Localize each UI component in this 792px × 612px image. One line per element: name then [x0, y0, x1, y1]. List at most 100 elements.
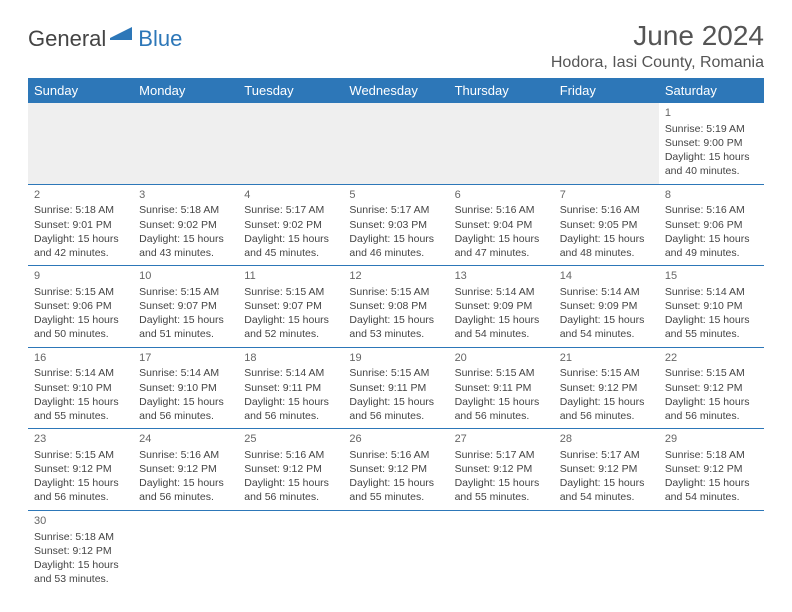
calendar-cell — [343, 510, 448, 591]
month-title: June 2024 — [551, 20, 764, 52]
sunset-text: Sunset: 9:12 PM — [139, 462, 232, 476]
calendar-cell: 14Sunrise: 5:14 AMSunset: 9:09 PMDayligh… — [554, 266, 659, 348]
calendar-cell: 5Sunrise: 5:17 AMSunset: 9:03 PMDaylight… — [343, 184, 448, 266]
calendar-cell: 29Sunrise: 5:18 AMSunset: 9:12 PMDayligh… — [659, 429, 764, 511]
calendar-cell — [238, 510, 343, 591]
sunset-text: Sunset: 9:06 PM — [34, 299, 127, 313]
calendar-body: 1Sunrise: 5:19 AMSunset: 9:00 PMDaylight… — [28, 103, 764, 591]
calendar-cell — [343, 103, 448, 184]
logo: General Blue — [28, 26, 182, 52]
daylight-text: Daylight: 15 hours and 56 minutes. — [34, 476, 127, 504]
daylight-text: Daylight: 15 hours and 45 minutes. — [244, 232, 337, 260]
sunrise-text: Sunrise: 5:15 AM — [665, 366, 758, 380]
sunset-text: Sunset: 9:11 PM — [455, 381, 548, 395]
day-number: 28 — [560, 432, 653, 447]
day-number: 29 — [665, 432, 758, 447]
sunrise-text: Sunrise: 5:15 AM — [455, 366, 548, 380]
daylight-text: Daylight: 15 hours and 42 minutes. — [34, 232, 127, 260]
sunrise-text: Sunrise: 5:18 AM — [665, 448, 758, 462]
daylight-text: Daylight: 15 hours and 51 minutes. — [139, 313, 232, 341]
sunset-text: Sunset: 9:01 PM — [34, 218, 127, 232]
calendar-row: 9Sunrise: 5:15 AMSunset: 9:06 PMDaylight… — [28, 266, 764, 348]
calendar-cell: 8Sunrise: 5:16 AMSunset: 9:06 PMDaylight… — [659, 184, 764, 266]
sunset-text: Sunset: 9:06 PM — [665, 218, 758, 232]
calendar-cell — [133, 103, 238, 184]
sunrise-text: Sunrise: 5:14 AM — [244, 366, 337, 380]
sunset-text: Sunset: 9:09 PM — [455, 299, 548, 313]
daylight-text: Daylight: 15 hours and 54 minutes. — [455, 313, 548, 341]
logo-text-general: General — [28, 26, 106, 52]
daylight-text: Daylight: 15 hours and 56 minutes. — [244, 476, 337, 504]
calendar-cell — [554, 103, 659, 184]
day-number: 4 — [244, 188, 337, 203]
calendar-cell: 1Sunrise: 5:19 AMSunset: 9:00 PMDaylight… — [659, 103, 764, 184]
sunset-text: Sunset: 9:12 PM — [665, 381, 758, 395]
day-number: 19 — [349, 351, 442, 366]
sunset-text: Sunset: 9:08 PM — [349, 299, 442, 313]
daylight-text: Daylight: 15 hours and 50 minutes. — [34, 313, 127, 341]
sunset-text: Sunset: 9:02 PM — [244, 218, 337, 232]
location: Hodora, Iasi County, Romania — [551, 54, 764, 72]
daylight-text: Daylight: 15 hours and 54 minutes. — [560, 476, 653, 504]
sunrise-text: Sunrise: 5:17 AM — [560, 448, 653, 462]
sunset-text: Sunset: 9:09 PM — [560, 299, 653, 313]
sunrise-text: Sunrise: 5:15 AM — [349, 366, 442, 380]
day-header: Sunday — [28, 78, 133, 103]
sunset-text: Sunset: 9:12 PM — [244, 462, 337, 476]
calendar-cell: 30Sunrise: 5:18 AMSunset: 9:12 PMDayligh… — [28, 510, 133, 591]
sunrise-text: Sunrise: 5:15 AM — [349, 285, 442, 299]
sunrise-text: Sunrise: 5:17 AM — [455, 448, 548, 462]
day-header: Thursday — [449, 78, 554, 103]
calendar-cell: 12Sunrise: 5:15 AMSunset: 9:08 PMDayligh… — [343, 266, 448, 348]
calendar-cell — [133, 510, 238, 591]
calendar-cell: 26Sunrise: 5:16 AMSunset: 9:12 PMDayligh… — [343, 429, 448, 511]
sunrise-text: Sunrise: 5:16 AM — [455, 203, 548, 217]
sunset-text: Sunset: 9:10 PM — [665, 299, 758, 313]
daylight-text: Daylight: 15 hours and 56 minutes. — [560, 395, 653, 423]
daylight-text: Daylight: 15 hours and 56 minutes. — [139, 476, 232, 504]
sunset-text: Sunset: 9:10 PM — [34, 381, 127, 395]
daylight-text: Daylight: 15 hours and 56 minutes. — [139, 395, 232, 423]
daylight-text: Daylight: 15 hours and 55 minutes. — [455, 476, 548, 504]
sunrise-text: Sunrise: 5:17 AM — [349, 203, 442, 217]
sunset-text: Sunset: 9:03 PM — [349, 218, 442, 232]
daylight-text: Daylight: 15 hours and 47 minutes. — [455, 232, 548, 260]
calendar-cell — [28, 103, 133, 184]
calendar-row: 2Sunrise: 5:18 AMSunset: 9:01 PMDaylight… — [28, 184, 764, 266]
sunrise-text: Sunrise: 5:16 AM — [139, 448, 232, 462]
calendar-cell: 10Sunrise: 5:15 AMSunset: 9:07 PMDayligh… — [133, 266, 238, 348]
sunrise-text: Sunrise: 5:14 AM — [139, 366, 232, 380]
calendar-cell: 15Sunrise: 5:14 AMSunset: 9:10 PMDayligh… — [659, 266, 764, 348]
sunset-text: Sunset: 9:10 PM — [139, 381, 232, 395]
sunrise-text: Sunrise: 5:18 AM — [139, 203, 232, 217]
calendar-cell: 4Sunrise: 5:17 AMSunset: 9:02 PMDaylight… — [238, 184, 343, 266]
calendar-cell — [449, 510, 554, 591]
day-number: 7 — [560, 188, 653, 203]
sunrise-text: Sunrise: 5:14 AM — [455, 285, 548, 299]
day-number: 8 — [665, 188, 758, 203]
sunrise-text: Sunrise: 5:16 AM — [560, 203, 653, 217]
daylight-text: Daylight: 15 hours and 46 minutes. — [349, 232, 442, 260]
day-number: 14 — [560, 269, 653, 284]
day-number: 25 — [244, 432, 337, 447]
sunset-text: Sunset: 9:11 PM — [349, 381, 442, 395]
sunset-text: Sunset: 9:12 PM — [349, 462, 442, 476]
sunrise-text: Sunrise: 5:16 AM — [244, 448, 337, 462]
logo-text-blue: Blue — [138, 26, 182, 52]
calendar-cell: 25Sunrise: 5:16 AMSunset: 9:12 PMDayligh… — [238, 429, 343, 511]
sunrise-text: Sunrise: 5:14 AM — [665, 285, 758, 299]
sunset-text: Sunset: 9:02 PM — [139, 218, 232, 232]
calendar-row: 1Sunrise: 5:19 AMSunset: 9:00 PMDaylight… — [28, 103, 764, 184]
calendar-cell: 9Sunrise: 5:15 AMSunset: 9:06 PMDaylight… — [28, 266, 133, 348]
calendar-cell: 28Sunrise: 5:17 AMSunset: 9:12 PMDayligh… — [554, 429, 659, 511]
sunset-text: Sunset: 9:12 PM — [560, 462, 653, 476]
daylight-text: Daylight: 15 hours and 54 minutes. — [665, 476, 758, 504]
daylight-text: Daylight: 15 hours and 54 minutes. — [560, 313, 653, 341]
daylight-text: Daylight: 15 hours and 56 minutes. — [244, 395, 337, 423]
sunset-text: Sunset: 9:07 PM — [139, 299, 232, 313]
sunset-text: Sunset: 9:05 PM — [560, 218, 653, 232]
calendar-cell: 3Sunrise: 5:18 AMSunset: 9:02 PMDaylight… — [133, 184, 238, 266]
daylight-text: Daylight: 15 hours and 48 minutes. — [560, 232, 653, 260]
day-header: Friday — [554, 78, 659, 103]
daylight-text: Daylight: 15 hours and 56 minutes. — [349, 395, 442, 423]
